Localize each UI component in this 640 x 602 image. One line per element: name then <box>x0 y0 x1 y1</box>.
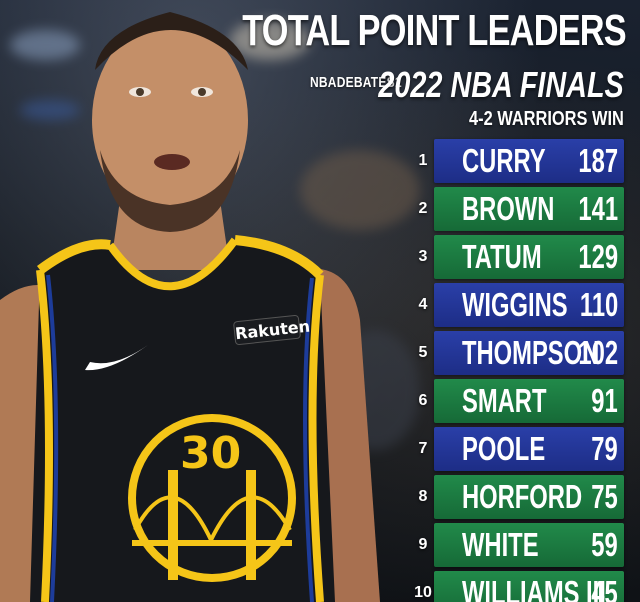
player-name: HORFORD <box>462 478 583 515</box>
crowd-light <box>10 30 80 60</box>
rank-number: 3 <box>418 248 428 265</box>
player-name: WHITE <box>462 526 539 563</box>
leaderboard: 1 CURRY 187 2 BROWN 141 3 TATUM 129 4 WI… <box>412 139 624 602</box>
player-points: 110 <box>579 286 618 323</box>
team-bar: THOMPSON 102 <box>434 331 624 375</box>
player-points: 129 <box>578 238 618 275</box>
player-name: WILLIAMS III <box>462 574 606 602</box>
player-points: 75 <box>591 478 618 515</box>
player-name: SMART <box>462 382 547 419</box>
team-bar: BROWN 141 <box>434 187 624 231</box>
series-result: 4-2 WARRIORS WIN <box>469 108 624 130</box>
leaderboard-row: 7 POOLE 79 <box>412 427 624 475</box>
player-name: BROWN <box>462 190 555 227</box>
rank-number: 8 <box>418 488 428 505</box>
team-bar: TATUM 129 <box>434 235 624 279</box>
player-name: THOMPSON <box>462 334 600 371</box>
rank-number: 9 <box>418 536 428 553</box>
leaderboard-row: 8 HORFORD 75 <box>412 475 624 523</box>
player-points: 45 <box>591 574 618 602</box>
player-points: 102 <box>578 334 618 371</box>
rank-number: 5 <box>418 344 428 361</box>
rank-number: 2 <box>418 200 428 217</box>
player-name: TATUM <box>462 238 542 275</box>
rank-number: 1 <box>418 152 428 169</box>
team-bar: POOLE 79 <box>434 427 624 471</box>
leaderboard-row: 10 WILLIAMS III 45 <box>412 571 624 602</box>
leaderboard-row: 6 SMART 91 <box>412 379 624 427</box>
player-points: 141 <box>578 190 618 227</box>
team-bar: CURRY 187 <box>434 139 624 183</box>
team-bar: WHITE 59 <box>434 523 624 567</box>
crowd-light <box>20 100 80 120</box>
rank-number: 4 <box>418 296 428 313</box>
jersey-number: 30 <box>180 428 242 479</box>
crowd-light <box>230 20 310 60</box>
leaderboard-row: 3 TATUM 129 <box>412 235 624 283</box>
player-points: 187 <box>578 142 618 179</box>
leaderboard-row: 5 THOMPSON 102 <box>412 331 624 379</box>
leaderboard-row: 1 CURRY 187 <box>412 139 624 187</box>
player-name: CURRY <box>462 142 546 179</box>
player-name: POOLE <box>462 430 546 467</box>
player-points: 91 <box>591 382 618 419</box>
graphic-subtitle: 2022 NBA FINALS <box>378 64 624 105</box>
team-bar: WILLIAMS III 45 <box>434 571 624 602</box>
crowd-light <box>300 150 420 230</box>
leaderboard-row: 4 WIGGINS 110 <box>412 283 624 331</box>
leaderboard-row: 2 BROWN 141 <box>412 187 624 235</box>
rank-number: 10 <box>414 584 432 601</box>
rank-number: 6 <box>418 392 428 409</box>
player-points: 59 <box>591 526 618 563</box>
player-name: WIGGINS <box>462 286 568 323</box>
team-bar: HORFORD 75 <box>434 475 624 519</box>
account-handle: NBADEBATES1 <box>310 74 402 91</box>
rank-number: 7 <box>418 440 428 457</box>
player-points: 79 <box>591 430 618 467</box>
team-bar: SMART 91 <box>434 379 624 423</box>
graphic-title: TOTAL POINT LEADERS <box>242 6 626 55</box>
team-bar: WIGGINS 110 <box>434 283 624 327</box>
leaderboard-row: 9 WHITE 59 <box>412 523 624 571</box>
